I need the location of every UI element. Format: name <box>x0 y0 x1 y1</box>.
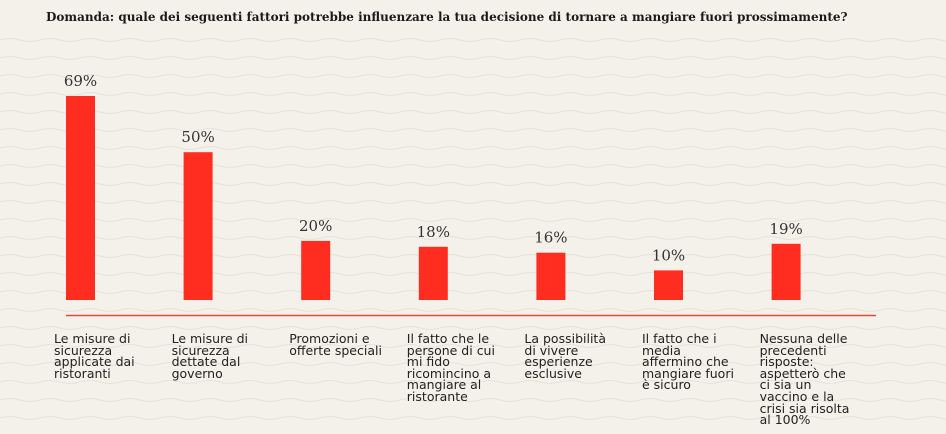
bar <box>418 246 448 300</box>
bar <box>771 243 801 300</box>
bar <box>301 240 331 300</box>
data-label: 69% <box>64 72 97 90</box>
category-label: Il fatto che le persone di cui mi fido r… <box>406 331 495 404</box>
category-label: Le misure di sicurezza applicate dai ris… <box>54 331 135 381</box>
background-texture <box>0 38 946 420</box>
category-label: La possibilità di vivere esperienze escl… <box>524 331 606 381</box>
category-label: Nessuna delle precedenti risposte: aspet… <box>759 331 850 428</box>
data-label: 10% <box>652 246 685 264</box>
data-label: 19% <box>769 220 802 238</box>
category-label: Le misure di sicurezza dettate dal gover… <box>171 331 249 381</box>
data-label: 50% <box>181 128 214 146</box>
data-label: 16% <box>534 229 567 247</box>
data-label: 20% <box>299 217 332 235</box>
bar <box>183 152 213 300</box>
bar <box>66 96 95 300</box>
bar <box>654 270 683 300</box>
data-label: 18% <box>417 223 450 241</box>
category-label: Promozioni e offerte speciali <box>289 331 382 358</box>
chart-question-title: Domanda: quale dei seguenti fattori potr… <box>46 10 848 24</box>
category-label: Il fatto che i media affermino che mangi… <box>642 331 734 393</box>
bar <box>536 252 566 300</box>
